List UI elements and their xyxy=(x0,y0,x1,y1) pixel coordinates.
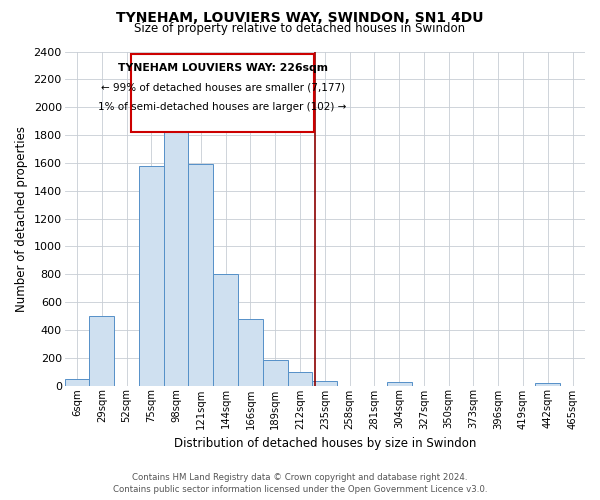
Bar xyxy=(313,380,337,386)
Bar xyxy=(164,114,188,386)
Bar xyxy=(65,378,89,386)
Text: Size of property relative to detached houses in Swindon: Size of property relative to detached ho… xyxy=(134,22,466,35)
Bar xyxy=(131,54,314,132)
Text: TYNEHAM LOUVIERS WAY: 226sqm: TYNEHAM LOUVIERS WAY: 226sqm xyxy=(118,62,328,72)
Text: 1% of semi-detached houses are larger (102) →: 1% of semi-detached houses are larger (1… xyxy=(98,102,347,112)
Bar xyxy=(263,360,287,386)
Text: Contains HM Land Registry data © Crown copyright and database right 2024.
Contai: Contains HM Land Registry data © Crown c… xyxy=(113,472,487,494)
Bar xyxy=(213,274,238,386)
X-axis label: Distribution of detached houses by size in Swindon: Distribution of detached houses by size … xyxy=(173,437,476,450)
Text: TYNEHAM, LOUVIERS WAY, SWINDON, SN1 4DU: TYNEHAM, LOUVIERS WAY, SWINDON, SN1 4DU xyxy=(116,11,484,25)
Bar xyxy=(535,382,560,386)
Bar xyxy=(188,164,213,386)
Bar xyxy=(387,382,412,386)
Bar xyxy=(89,316,114,386)
Y-axis label: Number of detached properties: Number of detached properties xyxy=(15,126,28,312)
Bar xyxy=(139,166,164,386)
Text: ← 99% of detached houses are smaller (7,177): ← 99% of detached houses are smaller (7,… xyxy=(101,82,345,92)
Bar xyxy=(287,372,313,386)
Bar xyxy=(238,318,263,386)
